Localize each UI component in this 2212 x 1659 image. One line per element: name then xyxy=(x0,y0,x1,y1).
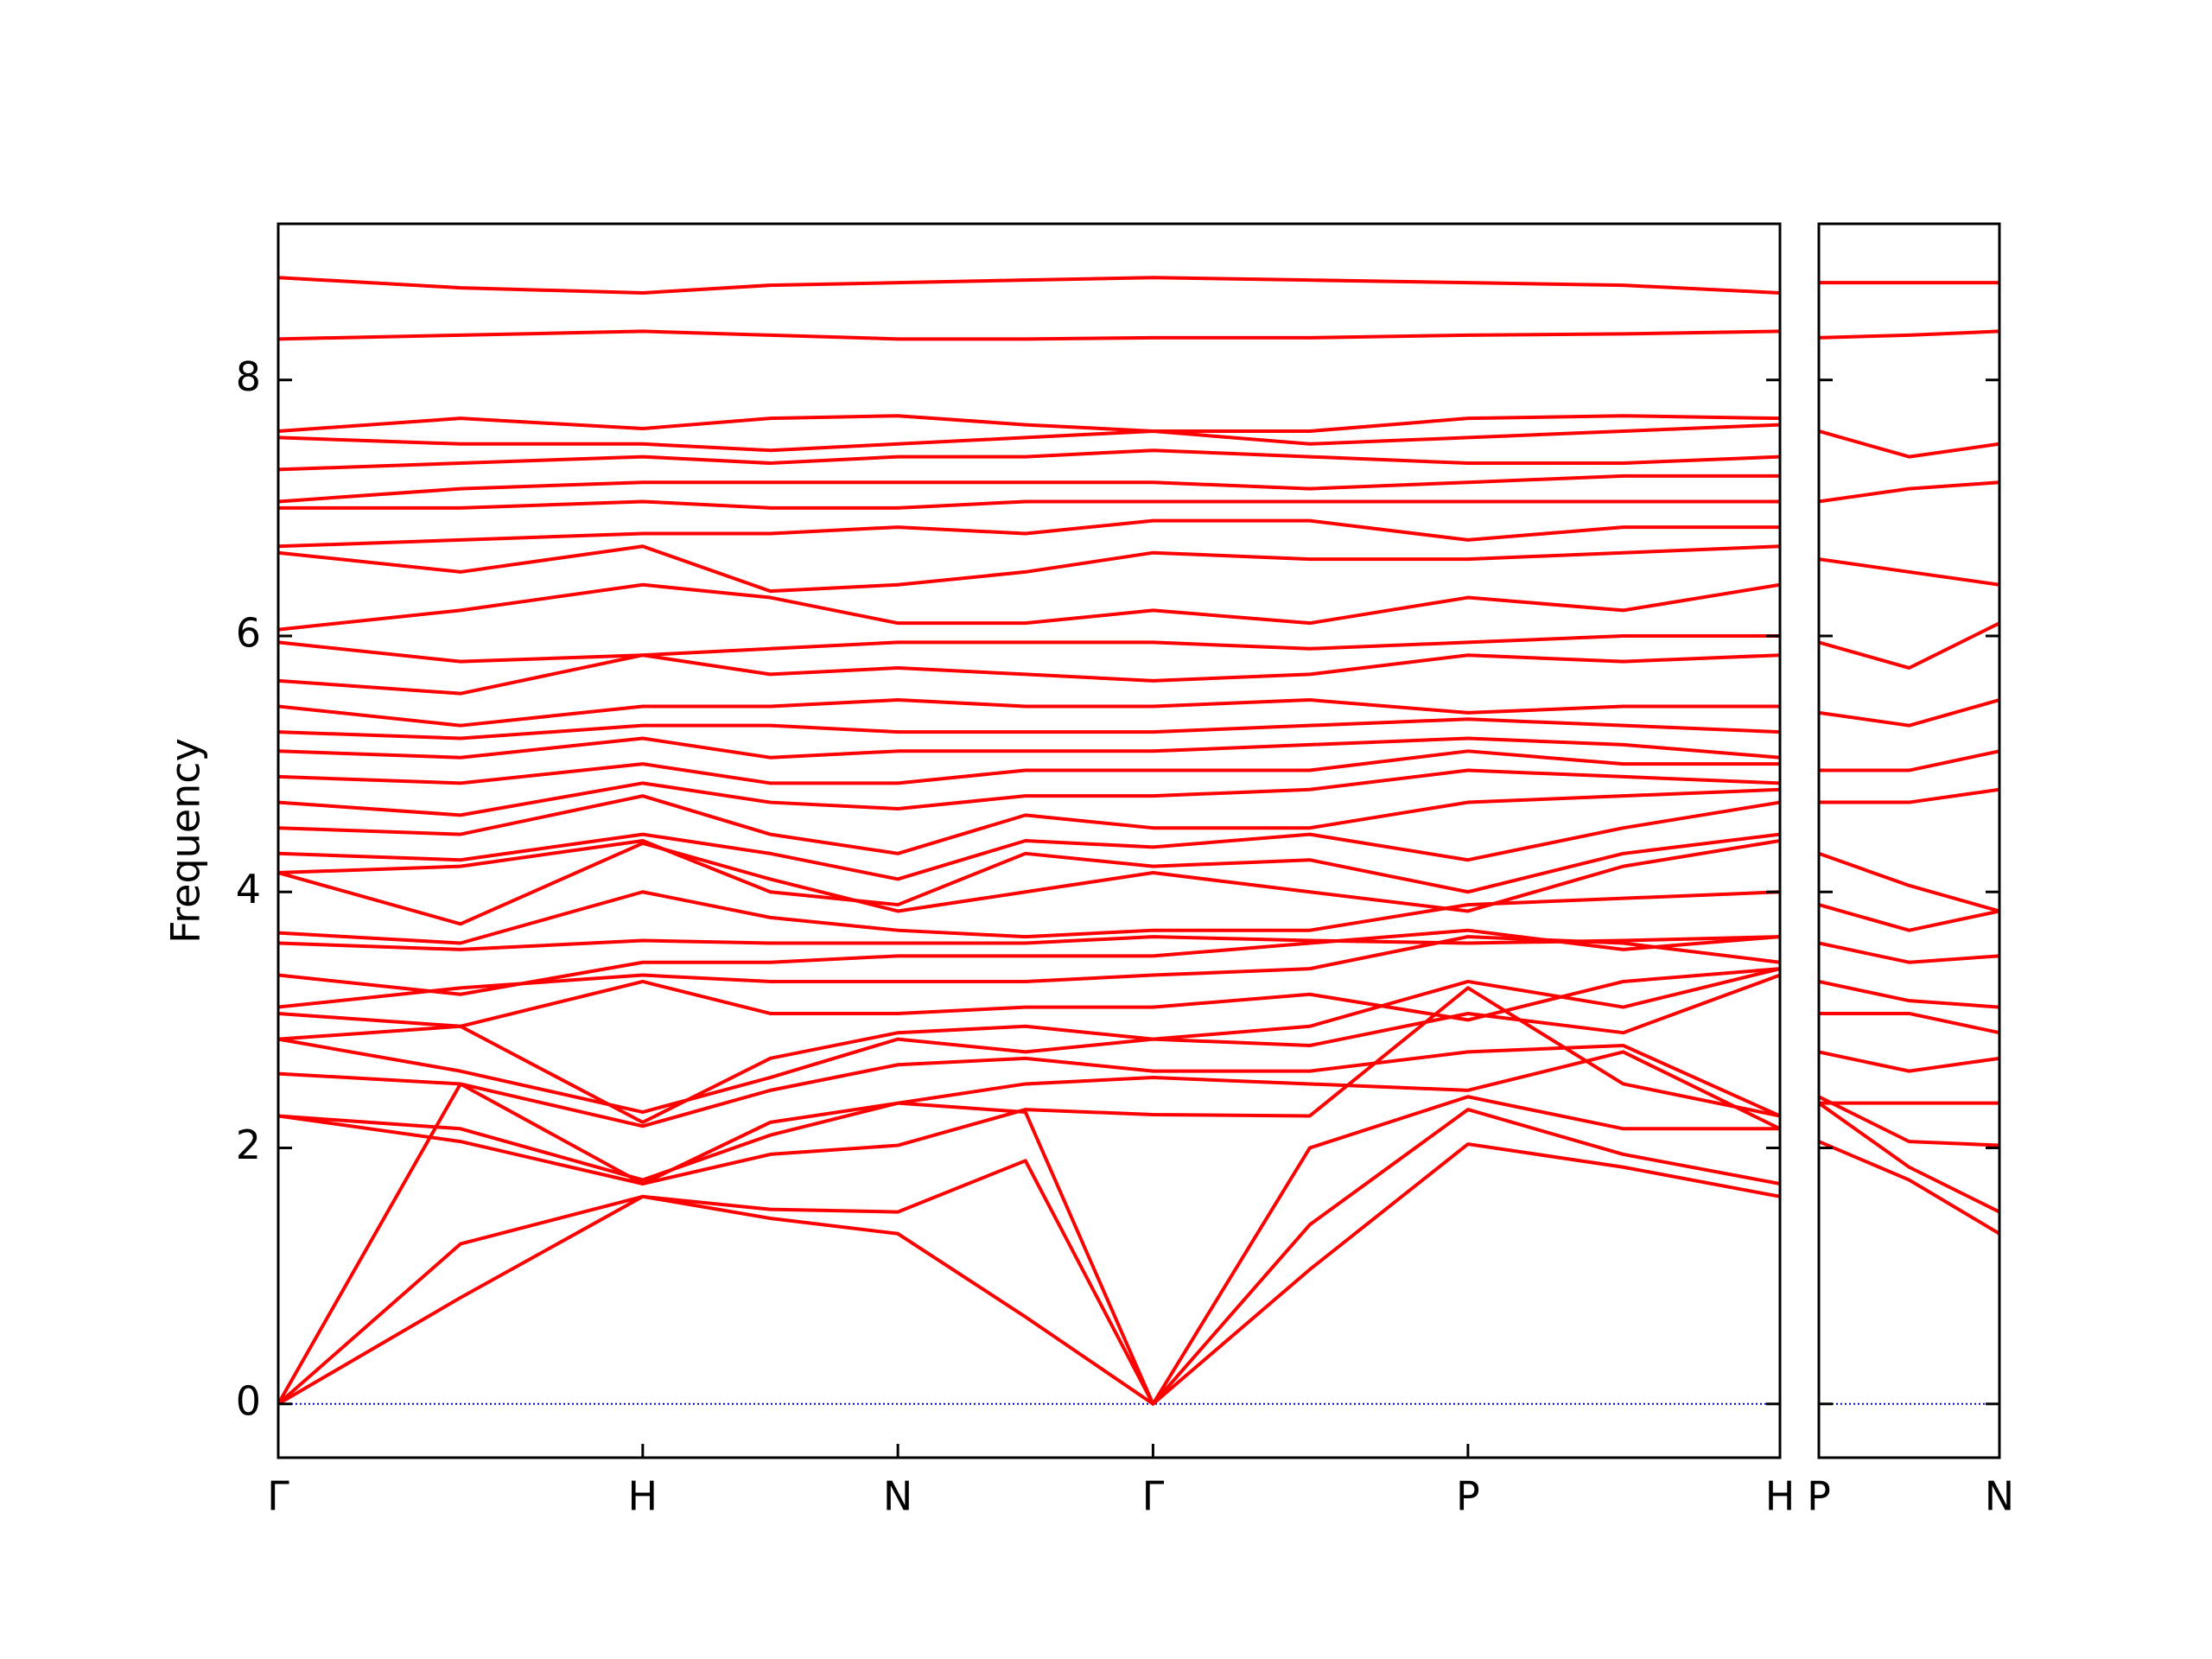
band-line xyxy=(1819,621,1999,671)
band-line xyxy=(278,717,1780,741)
band-line xyxy=(1819,480,1999,504)
band-line xyxy=(278,582,1780,632)
band-line xyxy=(1819,1102,1999,1214)
x-tick-label: P xyxy=(1807,1473,1831,1520)
band-line xyxy=(278,800,1780,881)
band-line xyxy=(278,544,1780,594)
x-tick-label: N xyxy=(883,1473,912,1520)
y-tick-label: 4 xyxy=(236,866,261,912)
band-line xyxy=(278,1082,1780,1406)
band-line xyxy=(1819,557,1999,587)
band-line xyxy=(278,787,1780,855)
band-line xyxy=(278,276,1780,295)
x-tick-label: Γ xyxy=(267,1473,289,1520)
band-line xyxy=(1819,787,1999,804)
band-line xyxy=(278,698,1780,728)
y-tick-label: 2 xyxy=(236,1122,261,1168)
band-line xyxy=(1819,851,1999,913)
y-tick-label: 8 xyxy=(236,353,261,400)
band-line xyxy=(1819,429,1999,459)
band-line xyxy=(278,935,1780,1009)
band-line xyxy=(278,1050,1780,1182)
band-line xyxy=(278,474,1780,504)
band-line xyxy=(278,973,1780,1115)
band-line xyxy=(278,1108,1780,1406)
plot-area xyxy=(1819,281,1999,1405)
band-line xyxy=(1819,329,1999,340)
band-line xyxy=(278,499,1780,510)
band-line xyxy=(1819,1140,1999,1236)
y-axis-label: Frequency xyxy=(162,738,209,944)
band-line xyxy=(278,832,1780,907)
band-line xyxy=(278,448,1780,472)
band-line xyxy=(278,633,1780,664)
band-line xyxy=(278,329,1780,341)
y-tick-label: 0 xyxy=(236,1377,261,1424)
band-line xyxy=(1819,941,1999,964)
band-line xyxy=(278,518,1780,549)
band-line xyxy=(278,749,1780,785)
band-line xyxy=(278,423,1780,453)
y-tick-label: 6 xyxy=(236,609,261,656)
band-line xyxy=(278,928,1780,996)
band-line xyxy=(278,736,1780,760)
band-line xyxy=(278,967,1780,1124)
band-line xyxy=(278,967,1780,1028)
band-line xyxy=(278,935,1780,951)
x-tick-label: Γ xyxy=(1142,1473,1165,1520)
band-line xyxy=(1819,979,1999,1009)
band-line xyxy=(1819,749,1999,772)
x-tick-label: H xyxy=(628,1473,658,1520)
band-line xyxy=(278,1142,1780,1406)
band-line xyxy=(278,653,1780,696)
band-line xyxy=(278,890,1780,945)
band-line xyxy=(278,768,1780,817)
band-line xyxy=(278,414,1780,433)
x-tick-label: N xyxy=(1985,1473,2014,1520)
band-line xyxy=(1819,903,1999,932)
plot-frame xyxy=(1817,222,2001,1459)
band-line xyxy=(1819,1095,1999,1147)
x-tick-label: P xyxy=(1456,1473,1480,1520)
band-line xyxy=(1819,1050,1999,1073)
plot-area xyxy=(278,276,1780,1406)
plot-frame xyxy=(276,222,1782,1459)
band-line xyxy=(278,839,1780,926)
band-line xyxy=(1819,698,1999,728)
band-line xyxy=(278,1044,1780,1128)
band-line xyxy=(1819,1011,1999,1035)
x-tick-label: H xyxy=(1765,1473,1796,1520)
